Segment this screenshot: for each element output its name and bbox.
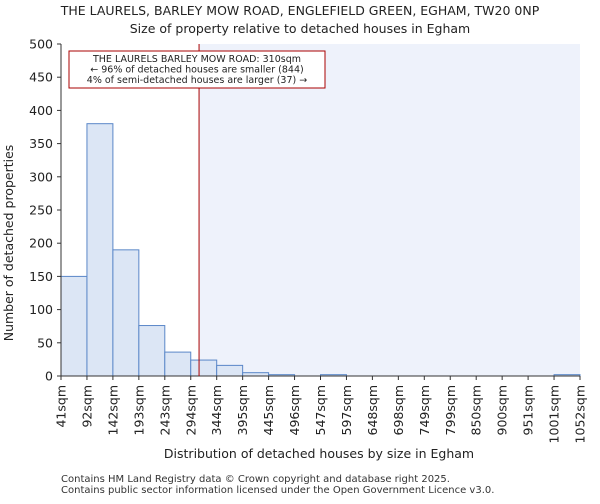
chart-title: THE LAURELS, BARLEY MOW ROAD, ENGLEFIELD… [60, 3, 540, 18]
y-tick-label: 450 [29, 70, 53, 85]
histogram-bar [86, 123, 114, 377]
annotation-line-2: ← 96% of detached houses are smaller (84… [90, 65, 303, 76]
x-tick-label: 395sqm [235, 385, 250, 435]
histogram-bar [60, 275, 88, 377]
x-tick-label: 344sqm [209, 385, 224, 435]
chart-subtitle: Size of property relative to detached ho… [130, 21, 471, 36]
x-tick-label: 294sqm [183, 385, 198, 435]
x-tick-label: 1001sqm [547, 385, 562, 443]
histogram-bar [112, 249, 140, 377]
x-tick-label: 41sqm [54, 385, 69, 428]
histogram-bar [216, 364, 244, 377]
y-tick-label: 100 [29, 302, 53, 317]
x-tick-label: 496sqm [287, 385, 302, 435]
annotation-line-1: THE LAURELS BARLEY MOW ROAD: 310sqm [92, 54, 301, 65]
y-tick-label: 350 [29, 136, 53, 151]
x-tick-label: 698sqm [391, 385, 406, 435]
x-tick-label: 900sqm [495, 385, 510, 435]
x-tick-label: 850sqm [469, 385, 484, 435]
x-tick-label: 142sqm [105, 385, 120, 435]
footer-copyright: Contains HM Land Registry data © Crown c… [61, 474, 450, 485]
x-axis-label: Distribution of detached houses by size … [164, 446, 474, 461]
footer-licence: Contains public sector information licen… [61, 485, 495, 496]
x-tick-label: 799sqm [443, 385, 458, 435]
x-tick-label: 648sqm [365, 385, 380, 435]
histogram-bar [164, 351, 192, 377]
x-tick-label: 445sqm [261, 385, 276, 435]
x-tick-label: 951sqm [521, 385, 536, 435]
annotation-line-3: 4% of semi-detached houses are larger (3… [87, 75, 307, 86]
y-tick-label: 400 [29, 103, 53, 118]
plot-area: 0 50 100 150 200 250 300 350 400 450 500 41sqm 92sqm… [29, 37, 587, 444]
y-tick-label: 300 [29, 169, 53, 184]
y-tick-label: 250 [29, 203, 53, 218]
histogram-bar [138, 325, 166, 377]
x-tick-label: 749sqm [417, 385, 432, 435]
annotation-box [68, 50, 326, 89]
y-tick-label: 500 [29, 37, 53, 52]
y-tick-label: 50 [37, 335, 53, 350]
x-tick-label: 193sqm [131, 385, 146, 435]
x-tick-label: 92sqm [79, 385, 94, 428]
x-tick-label: 547sqm [313, 385, 328, 435]
y-tick-label: 200 [29, 236, 53, 251]
y-axis-label: Number of detached properties [1, 145, 16, 342]
y-tick-label: 0 [45, 369, 53, 384]
histogram-bar [190, 359, 218, 377]
x-tick-label: 597sqm [339, 385, 354, 435]
x-tick-label: 1052sqm [573, 385, 588, 443]
x-tick-label: 243sqm [157, 385, 172, 435]
highlight-region [199, 44, 580, 376]
y-tick-label: 150 [29, 269, 53, 284]
